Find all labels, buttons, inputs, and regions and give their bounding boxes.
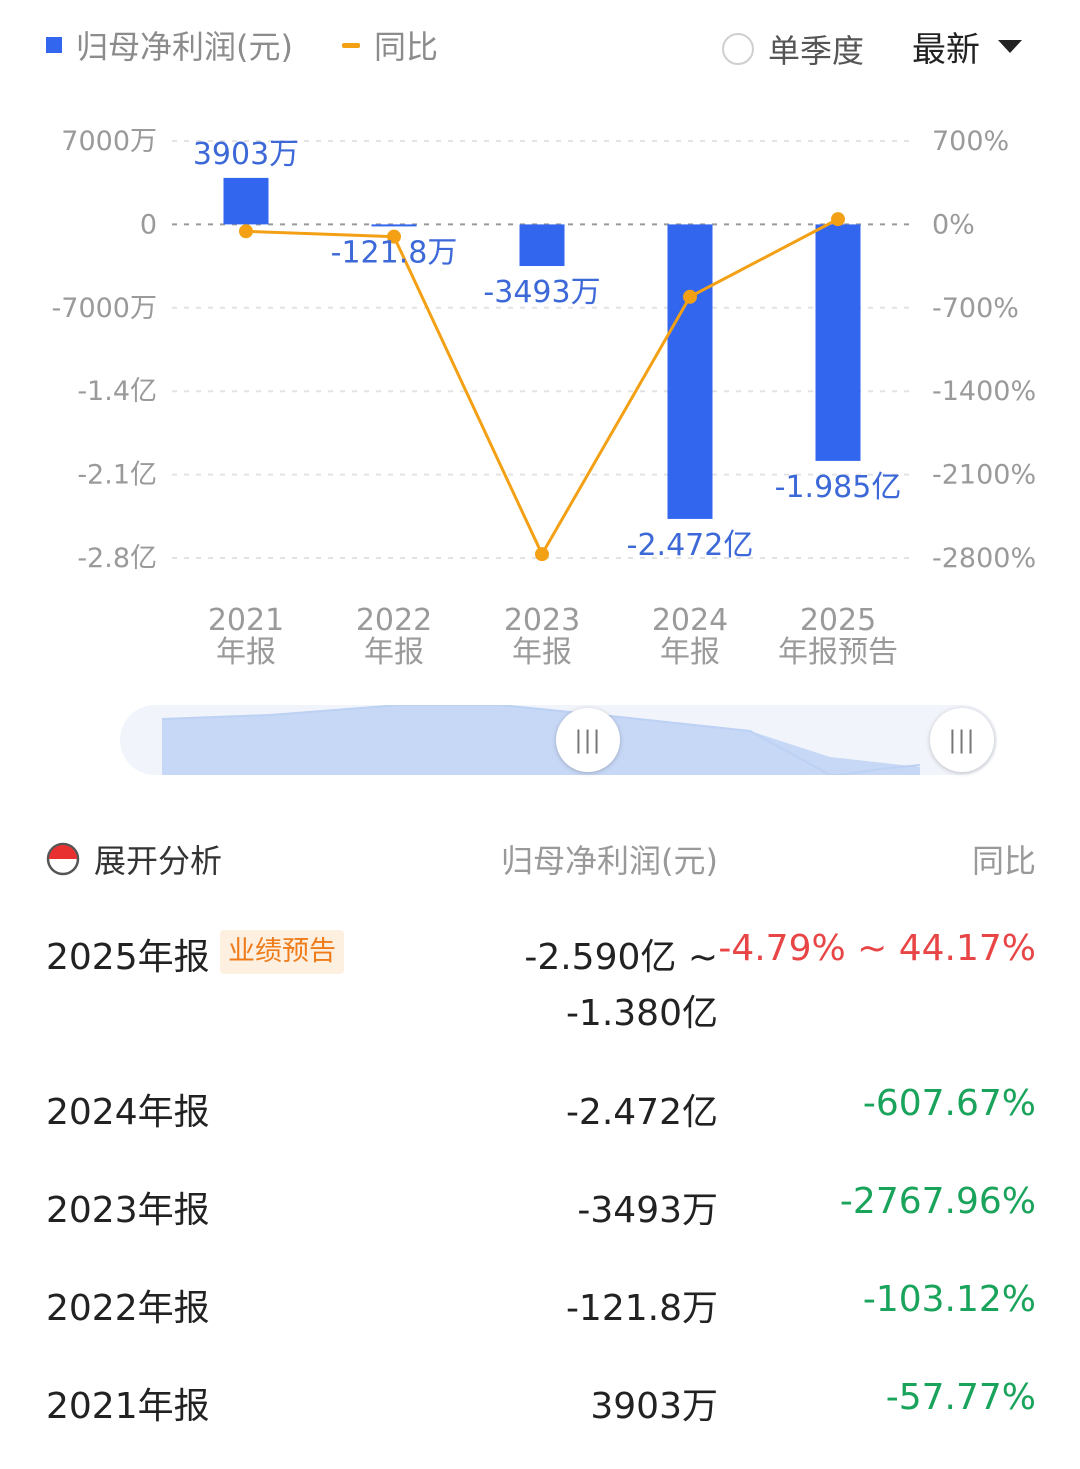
range-slider-track[interactable]: [120, 705, 997, 775]
y-left-tick-label: 7000万: [61, 126, 157, 157]
pie-chart-icon: [46, 842, 80, 876]
row-value: -3493万: [577, 1190, 718, 1231]
y-left-tick-label: 0: [140, 209, 157, 240]
y-left-tick-label: -2.1亿: [77, 460, 157, 491]
x-tick-label: 2025: [800, 603, 876, 638]
yoy-point: [387, 229, 401, 244]
chart-legend-bar: 归母净利润(元) 同比 单季度 最新: [0, 0, 1080, 95]
line-legend-swatch: [342, 42, 360, 48]
table-row[interactable]: 2023年报 -3493万 -2767.96%: [0, 1181, 1080, 1231]
row-yoy: -2767.96%: [839, 1181, 1036, 1222]
bar-data-label: -121.8万: [331, 235, 458, 270]
forecast-badge: 业绩预告: [220, 930, 344, 974]
row-period: 2023年报: [46, 1190, 210, 1231]
expand-analysis-label: 展开分析: [94, 842, 223, 880]
range-slider-preview: [161, 705, 921, 775]
x-tick-label: 年报: [512, 635, 572, 670]
y-right-tick-label: -1400%: [932, 376, 1036, 407]
table-row[interactable]: 2025年报 业绩预告 -2.590亿 ~ -1.380亿 -4.79% ~ 4…: [0, 928, 1080, 1038]
net-profit-chart: 3903万 -121.8万 -3493万 -2.472亿 -1.985亿 7000万 0 -…: [52, 126, 1037, 670]
table-header: 展开分析 归母净利润(元) 同比: [0, 830, 1080, 890]
expand-analysis-button[interactable]: 展开分析: [46, 836, 222, 882]
legend-yoy-label: 同比: [374, 28, 439, 66]
bar-data-label: 3903万: [193, 137, 299, 172]
x-tick-label: 2023: [504, 603, 580, 638]
y-right-tick-label: 700%: [932, 126, 1009, 157]
y-left-tick-label: -1.4亿: [77, 376, 157, 407]
bar-data-label: -3493万: [483, 275, 600, 310]
row-period: 2024年报: [46, 1092, 210, 1133]
yoy-point: [683, 289, 697, 304]
row-value: 3903万: [590, 1386, 718, 1427]
row-value: -121.8万: [565, 1288, 718, 1329]
x-tick-label: 年报预告: [778, 635, 898, 670]
single-quarter-toggle[interactable]: 单季度: [722, 26, 864, 72]
range-slider[interactable]: ||| |||: [120, 705, 997, 775]
bar-data-label: -2.472亿: [627, 528, 754, 563]
period-select[interactable]: 最新: [912, 22, 1022, 71]
y-right-tick-label: -2100%: [932, 460, 1036, 491]
column-header-net-profit: 归母净利润(元): [501, 842, 718, 880]
row-value-line2: -1.380亿: [565, 993, 718, 1034]
row-period: 2021年报: [46, 1386, 210, 1427]
x-tick-label: 2022: [356, 603, 432, 638]
row-value: -2.472亿: [565, 1092, 718, 1133]
range-slider-handle-left[interactable]: |||: [556, 708, 620, 772]
range-slider-handle-right[interactable]: |||: [930, 708, 994, 772]
yoy-point: [535, 547, 549, 562]
bar: [371, 224, 417, 227]
x-tick-label: 年报: [660, 635, 720, 670]
column-header-yoy: 同比: [971, 842, 1036, 880]
y-left-tick-label: -7000万: [52, 293, 157, 324]
bar-data-label: -1.985亿: [775, 470, 902, 505]
x-tick-label: 2024: [652, 603, 728, 638]
bar: [519, 224, 565, 267]
table-row[interactable]: 2022年报 -121.8万 -103.12%: [0, 1279, 1080, 1329]
single-quarter-label: 单季度: [768, 32, 865, 70]
yoy-point: [831, 212, 845, 227]
period-select-value: 最新: [912, 30, 980, 70]
radio-icon[interactable]: [722, 33, 754, 65]
legend-net-profit[interactable]: 归母净利润(元): [46, 22, 293, 68]
bar: [223, 177, 269, 225]
x-tick-label: 年报: [216, 635, 276, 670]
bar-legend-swatch: [46, 37, 62, 53]
yoy-point: [239, 224, 253, 239]
table-row[interactable]: 2024年报 -2.472亿 -607.67%: [0, 1083, 1080, 1133]
x-tick-label: 2021: [208, 603, 284, 638]
bar: [667, 224, 713, 519]
table-row[interactable]: 2021年报 3903万 -57.77%: [0, 1377, 1080, 1427]
row-period: 2022年报: [46, 1288, 210, 1329]
caret-down-icon: [998, 40, 1022, 53]
row-value: -2.590亿 ~: [524, 937, 718, 978]
row-yoy: -103.12%: [862, 1279, 1036, 1320]
y-right-tick-label: -700%: [932, 293, 1019, 324]
y-right-tick-label: 0%: [932, 209, 975, 240]
row-period: 2025年报: [46, 937, 210, 978]
row-yoy: -4.79% ~ 44.17%: [718, 928, 1036, 969]
legend-net-profit-label: 归母净利润(元): [76, 28, 293, 66]
bar: [815, 224, 861, 461]
y-left-tick-label: -2.8亿: [77, 543, 157, 574]
x-tick-label: 年报: [364, 635, 424, 670]
legend-yoy[interactable]: 同比: [342, 22, 438, 68]
row-yoy: -57.77%: [885, 1377, 1036, 1418]
y-right-tick-label: -2800%: [932, 543, 1036, 574]
row-yoy: -607.67%: [862, 1083, 1036, 1124]
